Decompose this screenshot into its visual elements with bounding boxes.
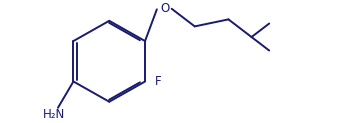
Text: F: F [155, 75, 161, 88]
Text: H₂N: H₂N [43, 108, 66, 121]
Text: O: O [161, 2, 170, 15]
